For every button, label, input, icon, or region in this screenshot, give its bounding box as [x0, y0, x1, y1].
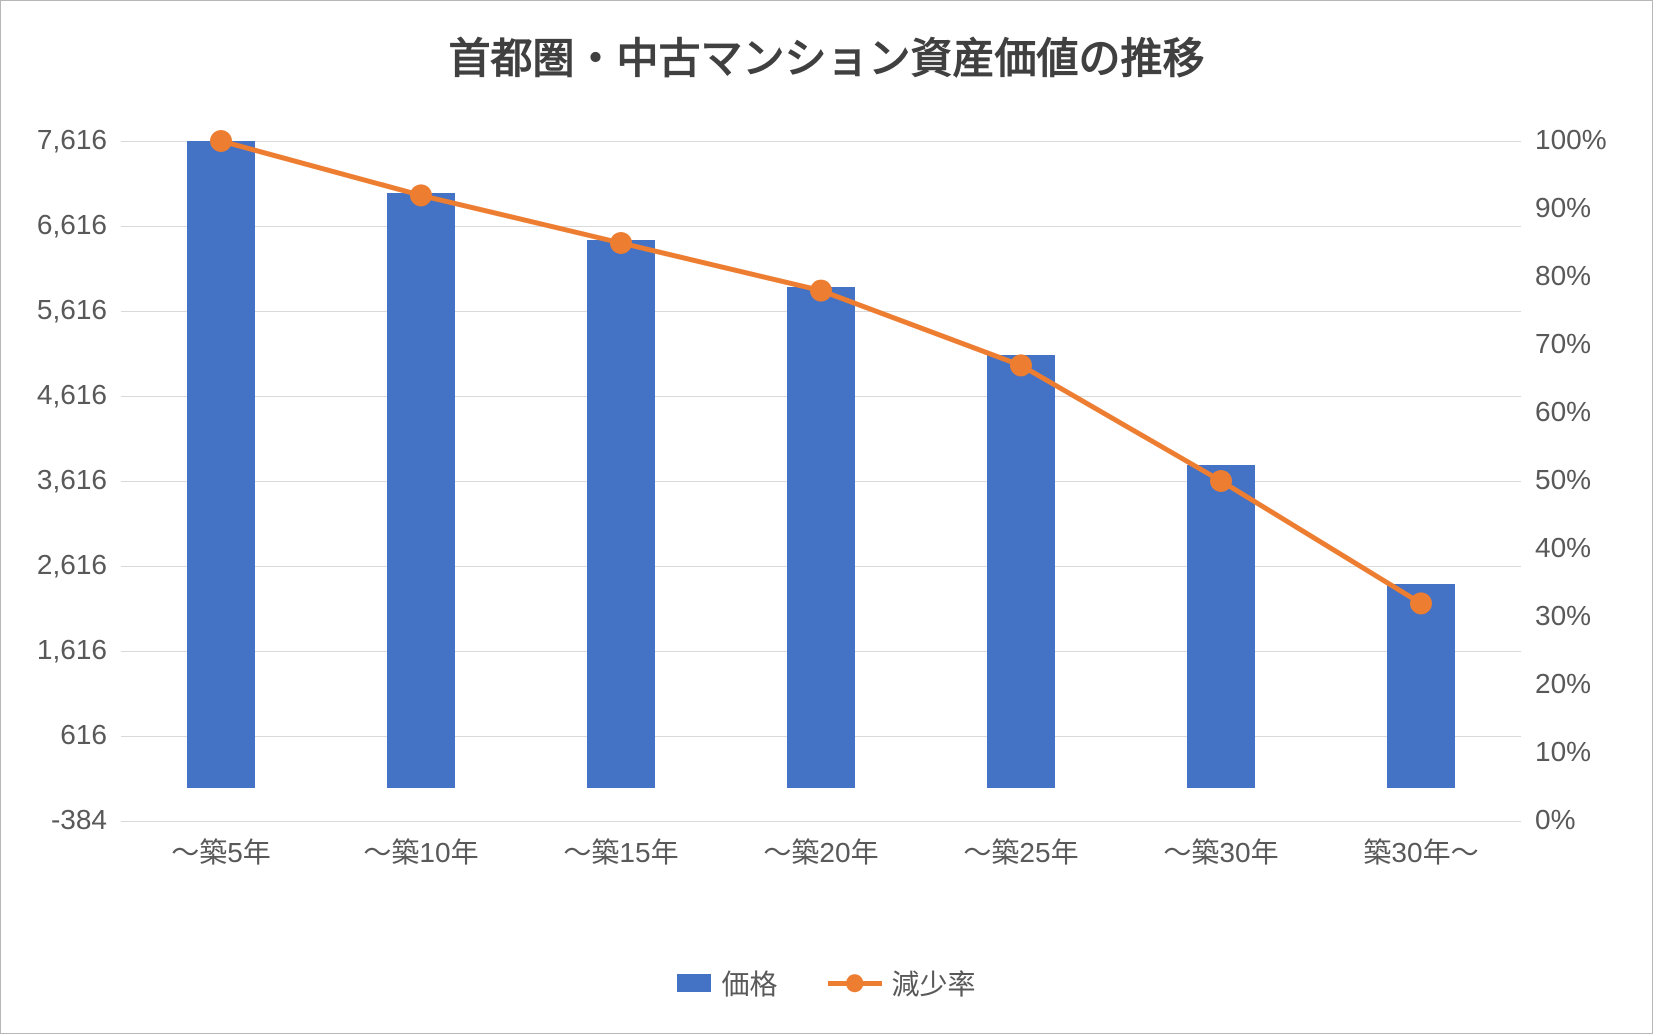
x-tick-label: 築30年～	[1363, 831, 1478, 871]
x-tick-label: ～築30年	[1163, 831, 1278, 871]
gridline	[121, 141, 1521, 142]
x-tick-label: ～築10年	[363, 831, 478, 871]
y-left-tick-label: 2,616	[37, 549, 107, 581]
y-right-tick-label: 90%	[1535, 192, 1591, 224]
x-tick-label: ～築15年	[563, 831, 678, 871]
legend-line-swatch	[828, 974, 882, 992]
y-right-tick-label: 80%	[1535, 260, 1591, 292]
y-right-tick-label: 40%	[1535, 532, 1591, 564]
y-right-tick-label: 60%	[1535, 396, 1591, 428]
legend-bar-label: 価格	[721, 963, 777, 1003]
y-right-tick-label: 50%	[1535, 464, 1591, 496]
x-tick-label: ～築5年	[171, 831, 271, 871]
bar	[1187, 465, 1255, 788]
y-left-tick-label: 5,616	[37, 294, 107, 326]
y-left-tick-label: 6,616	[37, 209, 107, 241]
y-right-tick-label: 20%	[1535, 668, 1591, 700]
y-left-tick-label: -384	[51, 804, 107, 836]
chart-frame: 首都圏・中古マンション資産価値の推移 -3846161,6162,6163,61…	[0, 0, 1653, 1034]
legend-bar-swatch	[677, 974, 711, 992]
y-left-tick-label: 616	[60, 719, 107, 751]
y-left-tick-label: 7,616	[37, 124, 107, 156]
y-right-tick-label: 70%	[1535, 328, 1591, 360]
bar	[387, 193, 455, 788]
bar	[1387, 584, 1455, 788]
bar	[587, 240, 655, 788]
x-tick-label: ～築25年	[963, 831, 1078, 871]
gridline	[121, 821, 1521, 822]
legend: 価格 減少率	[1, 963, 1652, 1003]
y-right-tick-label: 100%	[1535, 124, 1607, 156]
y-left-tick-label: 4,616	[37, 379, 107, 411]
y-right-tick-label: 30%	[1535, 600, 1591, 632]
bar	[187, 141, 255, 788]
legend-line-label: 減少率	[892, 963, 976, 1003]
bar	[787, 287, 855, 789]
y-left-tick-label: 3,616	[37, 464, 107, 496]
chart-title: 首都圏・中古マンション資産価値の推移	[1, 25, 1652, 86]
legend-item-line: 減少率	[828, 963, 976, 1003]
y-right-tick-label: 0%	[1535, 804, 1575, 836]
legend-item-bar: 価格	[677, 963, 777, 1003]
y-right-tick-label: 10%	[1535, 736, 1591, 768]
gridline	[121, 226, 1521, 227]
plot-area: -3846161,6162,6163,6164,6165,6166,6167,6…	[121, 141, 1521, 821]
y-left-tick-label: 1,616	[37, 634, 107, 666]
bar	[987, 355, 1055, 789]
x-tick-label: ～築20年	[763, 831, 878, 871]
